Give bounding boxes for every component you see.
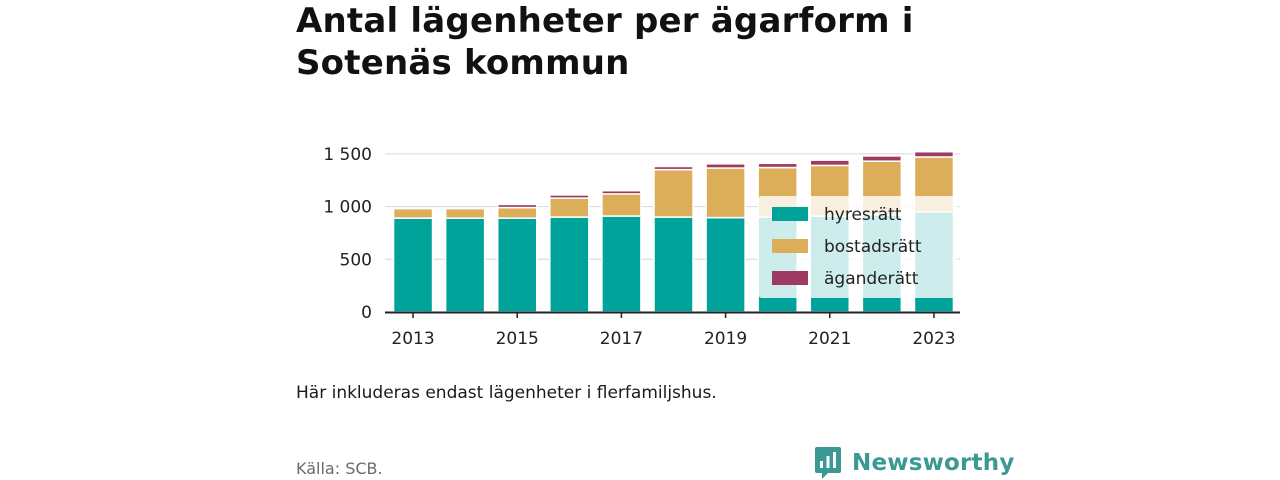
legend-label: hyresrätt	[824, 205, 902, 225]
bar-aganderatt	[496, 203, 538, 209]
bar-aganderatt	[705, 163, 746, 169]
bar-hyresratt	[601, 215, 642, 313]
x-tick-label: 2021	[808, 329, 851, 349]
bar-aganderatt	[913, 150, 955, 158]
y-tick-label: 1 500	[323, 145, 372, 165]
bar-aganderatt	[809, 159, 851, 167]
bar-bostadsratt	[549, 197, 590, 218]
source-text: Källa: SCB.	[296, 459, 383, 478]
newsworthy-logo-icon	[815, 447, 841, 479]
bar-aganderatt	[653, 165, 694, 171]
bar-bostadsratt	[444, 207, 486, 219]
chart-area: 0 500 1 000 1 500 2013 2015 2017 2019 2021 2023 hy…	[323, 145, 960, 349]
bar-bostadsratt	[496, 206, 538, 219]
bar-aganderatt	[861, 155, 903, 162]
y-tick-label: 0	[361, 303, 372, 323]
bar-bostadsratt	[653, 168, 694, 218]
bar-hyresratt	[444, 217, 486, 313]
bar-hyresratt	[392, 217, 434, 313]
bar-hyresratt	[653, 216, 694, 313]
chart-title: Antal lägenheter per ägarform i Sotenäs …	[296, 1, 914, 83]
chart-note: Här inkluderas endast lägenheter i flerf…	[296, 383, 717, 403]
y-tick-label: 500	[340, 250, 372, 270]
bar-hyresratt	[496, 217, 538, 313]
bar-bostadsratt	[601, 193, 642, 217]
legend-swatch-bostadsratt	[772, 239, 808, 253]
x-tick-label: 2013	[391, 329, 434, 349]
x-tick-label: 2015	[496, 329, 539, 349]
bar-bostadsratt	[392, 207, 434, 219]
bar-bostadsratt	[705, 167, 746, 219]
bar-aganderatt	[601, 189, 642, 195]
y-tick-label: 1 000	[323, 198, 372, 218]
logo-text: Newsworthy	[852, 450, 1015, 476]
bar-aganderatt	[757, 162, 798, 169]
newsworthy-logo: Newsworthy	[814, 446, 1015, 480]
x-tick-label: 2017	[600, 329, 643, 349]
legend-swatch-aganderatt	[772, 271, 808, 285]
legend-swatch-hyresratt	[772, 207, 808, 221]
bar-hyresratt	[549, 216, 590, 313]
bar-aganderatt	[549, 194, 590, 199]
x-tick-label: 2019	[704, 329, 747, 349]
legend-label: bostadsrätt	[824, 237, 922, 257]
x-tick-label: 2023	[912, 329, 955, 349]
legend-label: äganderätt	[824, 269, 919, 289]
bar-hyresratt	[705, 216, 746, 313]
